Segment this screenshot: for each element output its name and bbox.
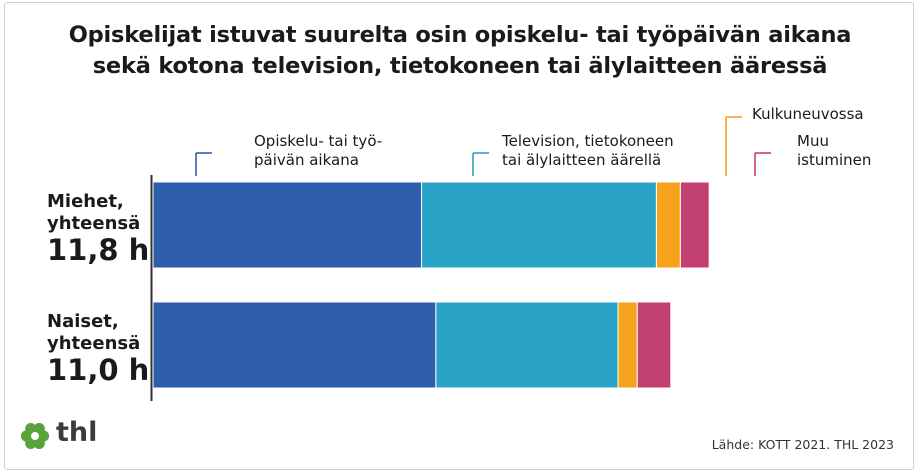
legend-label-other: Muu [797,132,829,150]
bar-vehicle-women [617,301,638,389]
bar-other-women [636,301,672,389]
bar-screen-men [420,181,657,269]
bar-vehicle-men [655,181,681,269]
chart-title: Opiskelijat istuvat suurelta osin opiske… [0,20,920,82]
row-total-label: 11,8 h [47,233,149,267]
row-label-line-1: Naiset, [47,311,119,332]
row-total-label: 11,0 h [47,353,149,387]
legend-label-other: istuminen [797,151,871,169]
legend-label-screen: tai älylaitteen äärellä [502,151,661,169]
legend-label-vehicle: Kulkuneuvossa [752,105,864,123]
row-label-line-2: yhteensä [47,333,140,354]
legend-label-screen: Television, tietokoneen [501,132,674,150]
flower-icon [20,423,50,449]
row-label-line-2: yhteensä [47,213,140,234]
bar-study-women [152,301,437,389]
bar-other-men [679,181,710,269]
chart-title-line-1: Opiskelijat istuvat suurelta osin opiske… [68,22,852,48]
legend-label-study: Opiskelu- tai työ- [254,132,382,150]
row-label-line-1: Miehet, [47,191,124,212]
chart-title-line-2: sekä kotona television, tietokoneen tai … [92,53,828,79]
bar-study-men [152,181,422,269]
legend-label-study: päivän aikana [254,151,359,169]
chart-frame [4,2,914,470]
source-note: Lähde: KOTT 2021. THL 2023 [711,437,894,452]
bar-screen-women [435,301,619,389]
logo-text: thl [56,417,98,448]
thl-logo: thl [20,417,110,455]
